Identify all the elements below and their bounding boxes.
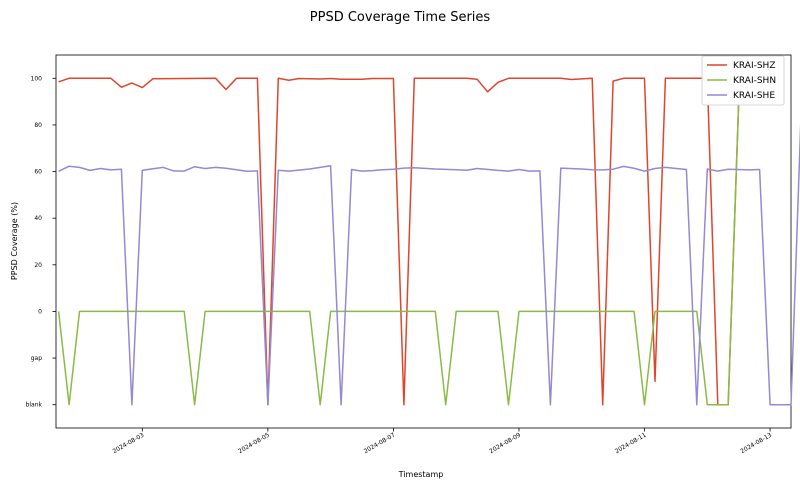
y-axis: blank gap 0 20 40 60 80 100 [26,75,56,409]
series-layer [57,77,800,406]
legend-label: KRAI-SHE [733,91,775,101]
series-line-krai-shz [58,77,740,406]
legend: KRAI-SHZ KRAI-SHN KRAI-SHE [701,55,785,106]
chart-title: PPSD Coverage Time Series [310,10,491,25]
legend-label: KRAI-SHN [733,76,776,86]
y-tick-label: 0 [38,308,42,315]
y-tick-label: 20 [34,262,42,269]
legend-label: KRAI-SHZ [733,61,776,71]
y-tick-label: gap [31,355,42,362]
y-tick-label: 60 [34,169,42,176]
plot-frame [55,54,792,429]
x-axis-label: Timestamp [398,470,444,479]
y-axis-label: PPSD Coverage (%) [10,202,19,280]
series-line-krai-shn [57,101,740,406]
series-line-krai-she [58,123,800,406]
y-tick-label: blank [26,402,43,409]
plot-area [55,54,800,429]
y-tick-label: 40 [34,215,42,222]
y-tick-label: 100 [31,75,43,82]
y-tick-label: 80 [34,122,42,129]
legend-box [701,55,785,106]
